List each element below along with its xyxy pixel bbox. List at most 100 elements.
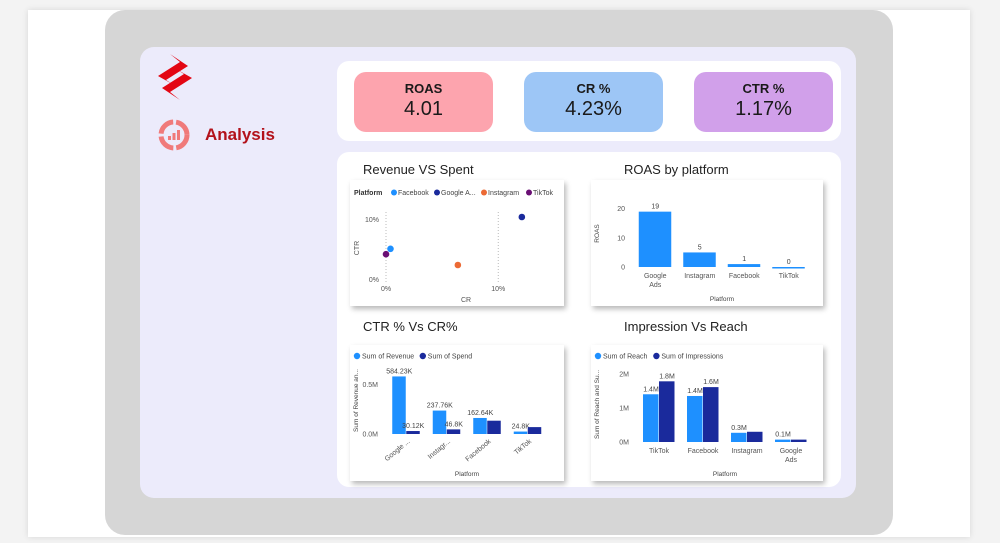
kpi-label: ROAS [404,81,443,96]
donut-chart-icon [158,119,190,151]
data-label: 1.4M [687,388,703,395]
bar [683,252,716,267]
bar [687,395,703,442]
chart-title-roas-by-platform: ROAS by platform [624,162,729,177]
bar [727,264,761,267]
x-tick-label: 0% [381,286,391,293]
kpi-value: 1.17% [735,98,792,120]
bar [791,439,807,442]
legend-marker [391,189,397,196]
y-axis-label: Sum of Revenue an... [353,369,360,432]
data-label: 0 [787,259,791,266]
kpi-cr: CR % 4.23% [524,72,663,132]
y-tick-label: 20 [617,206,625,213]
y-tick-label: 0M [619,440,629,447]
kpi-ctr: CTR % 1.17% [694,72,833,132]
revenue-spend-bar-chart: Sum of Revenue Sum of Spend 0.0M 0.5M 584.23… [353,352,542,478]
x-tick-label: TikTok [779,273,799,280]
y-axis-label: CTR [354,241,361,255]
legend-marker [653,352,660,360]
kpi-value: 4.01 [404,98,443,120]
x-axis-label: Platform [710,296,734,303]
data-label: 1.4M [643,386,659,393]
nav-item-analysis[interactable]: Analysis [157,118,275,152]
legend-label: Google A... [441,190,476,197]
legend-marker [594,352,602,360]
scatter-point [387,245,394,253]
scatter-card: Platform Facebook Google A... Instagram TikT… [350,180,564,306]
charts-area: Revenue VS Spent ROAS by platform CTR % … [337,152,841,487]
x-tick-label: Instagram [684,273,715,280]
legend-label: Sum of Revenue [362,354,414,361]
legend-marker [481,189,487,196]
data-label: 162.64K [467,410,493,417]
x-tick-label: Google [780,448,803,455]
legend-label: Sum of Impressions [661,354,723,361]
bar [747,431,763,442]
bar [406,431,420,434]
bar [731,432,747,442]
bar [513,431,528,434]
scatter-chart: Platform Facebook Google A... Instagram TikT… [354,189,553,304]
data-label: 46.8K [445,421,464,428]
brand-logo-icon [158,54,192,100]
x-tick-label: Instagr... [427,438,452,461]
y-tick-label: 0% [369,277,379,284]
roas-card: 0 10 20 19 Google Ads 5 Instagram 1 Facebook 0 TikT… [591,180,823,306]
kpi-row: ROAS 4.01 CR % 4.23% CTR % 1.17% [337,61,841,141]
kpi-label: CTR % [742,81,785,96]
x-tick-label: Facebook [729,273,760,280]
x-tick-label: Facebook [464,438,492,463]
x-axis-label: Platform [713,471,737,478]
data-label: 1.8M [659,373,675,380]
legend-title: Platform [354,190,382,197]
kpi-roas: ROAS 4.01 [354,72,493,132]
chart-title-revenue-vs-spent: Revenue VS Spent [363,162,474,177]
legend-label: Facebook [398,190,429,197]
x-tick-label: Ads [649,282,662,289]
scatter-point [518,213,526,221]
legend-marker [526,189,532,196]
bar [392,376,406,434]
bar [772,267,805,269]
legend-label: Sum of Spend [428,354,472,361]
bar [446,429,461,434]
legend-marker [419,352,426,360]
data-label: 24.8K [512,424,531,431]
chart-title-ctr-vs-cr: CTR % Vs CR% [363,319,458,334]
data-label: 0.3M [731,425,747,432]
data-label: 5 [698,244,702,251]
data-label: 19 [651,204,659,211]
legend-label: Instagram [488,190,519,197]
y-tick-label: 10 [617,235,625,242]
chart-title-impression-vs-reach: Impression Vs Reach [624,319,748,334]
y-tick-label: 0.0M [362,432,378,439]
x-axis-label: CR [461,297,471,304]
scatter-point [454,261,462,269]
roas-bar-chart: 0 10 20 19 Google Ads 5 Instagram 1 Facebook 0 TikT… [594,204,805,303]
y-tick-label: 0 [621,265,625,272]
data-label: 1.6M [703,379,719,386]
scatter-point [382,250,390,258]
bar [638,211,672,267]
bar [659,381,675,442]
x-tick-label: Facebook [688,448,719,455]
x-tick-label: TikTok [649,448,669,455]
x-tick-label: Google [644,273,667,280]
legend-marker [353,352,361,360]
data-label: 584.23K [386,368,412,375]
kpi-value: 4.23% [565,98,622,120]
y-tick-label: 0.5M [362,382,378,389]
x-axis-label: Platform [455,471,479,478]
reach-impressions-bar-chart: Sum of Reach Sum of Impressions 0M 1M 2M 1.4M… [594,352,807,478]
bar [487,420,501,434]
x-tick-label: TikTok [513,438,533,457]
reach-impressions-card: Sum of Reach Sum of Impressions 0M 1M 2M 1.4M… [591,345,823,481]
bar [703,387,719,442]
nav-label: Analysis [205,125,275,144]
bar [643,394,659,442]
bar [432,410,447,434]
bar [473,417,487,434]
y-tick-label: 1M [619,405,629,412]
x-tick-label: Ads [785,457,798,464]
